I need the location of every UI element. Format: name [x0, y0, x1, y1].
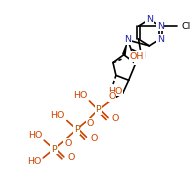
Text: O: O [112, 114, 119, 123]
Text: P: P [51, 145, 57, 154]
Text: O: O [108, 92, 116, 101]
Text: O: O [135, 55, 142, 64]
Text: OH: OH [130, 52, 144, 61]
Text: O: O [68, 153, 75, 162]
Text: Cl: Cl [182, 22, 191, 31]
Polygon shape [122, 40, 128, 55]
Text: N: N [157, 35, 164, 44]
Text: HO: HO [73, 91, 87, 100]
Text: N: N [146, 15, 153, 24]
Text: N: N [157, 22, 164, 31]
Text: O: O [90, 134, 98, 143]
Text: HO: HO [28, 131, 42, 140]
Text: N: N [124, 36, 131, 45]
Text: HO: HO [50, 111, 65, 120]
Text: HO: HO [108, 87, 122, 96]
Text: P: P [74, 125, 79, 134]
Text: HO: HO [27, 157, 41, 166]
Text: O: O [64, 139, 71, 148]
Text: N: N [138, 51, 145, 60]
Text: P: P [95, 105, 101, 114]
Text: O: O [87, 119, 94, 128]
